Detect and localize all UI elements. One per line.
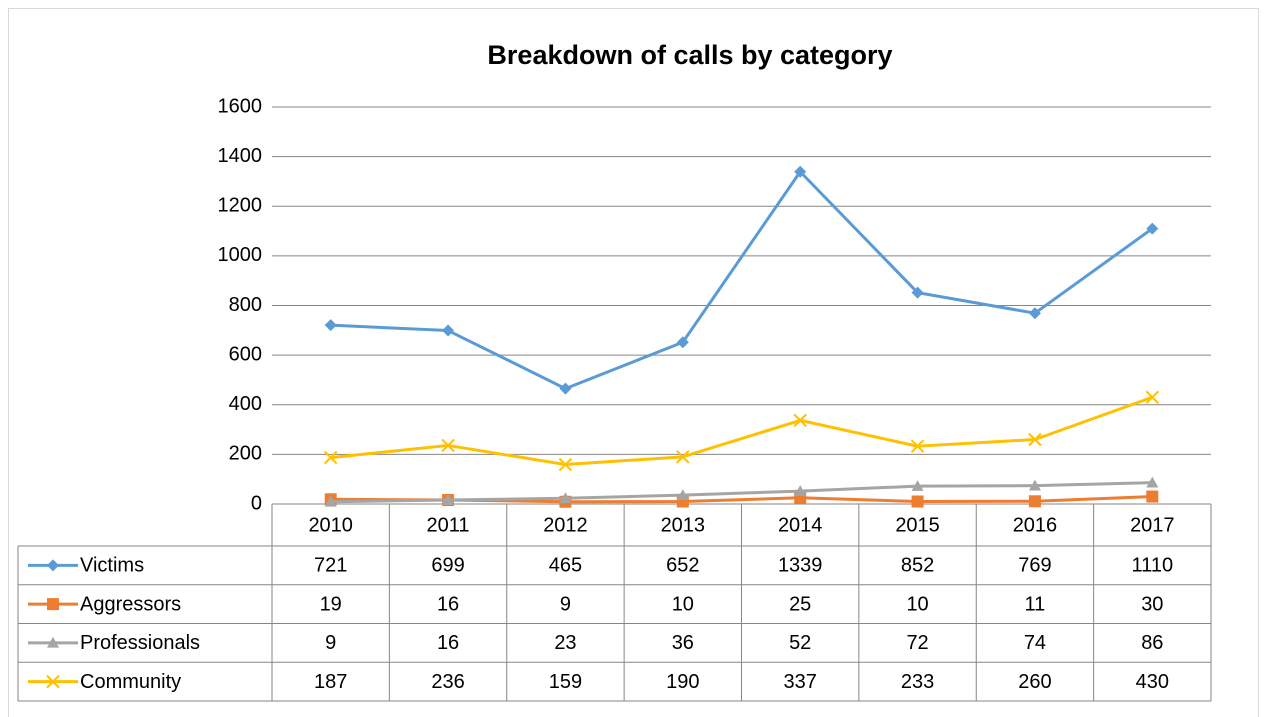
y-tick-label: 1600 — [218, 95, 263, 117]
table-value: 190 — [666, 671, 699, 693]
x-tick-label: 2014 — [778, 514, 823, 536]
x-tick-label: 2015 — [895, 514, 940, 536]
series-line — [330, 170, 1154, 391]
y-tick-label: 400 — [229, 393, 262, 415]
table-value: 86 — [1141, 632, 1163, 654]
y-tick-label: 1400 — [218, 145, 263, 167]
series-line — [330, 395, 1153, 467]
marker — [559, 382, 572, 395]
x-tick-label: 2010 — [308, 514, 353, 536]
table-value: 72 — [906, 632, 928, 654]
x-tick-label: 2017 — [1130, 514, 1175, 536]
series-line — [330, 481, 1153, 504]
legend-label: Professionals — [80, 632, 200, 654]
table-value: 260 — [1018, 671, 1051, 693]
marker — [1145, 390, 1160, 405]
table-value: 16 — [437, 593, 459, 615]
y-tick-label: 600 — [229, 343, 262, 365]
y-tick-label: 1200 — [218, 195, 263, 217]
y-tick-label: 800 — [229, 294, 262, 316]
marker — [324, 495, 337, 507]
table-value: 52 — [789, 632, 811, 654]
marker — [911, 480, 924, 491]
x-tick-label: 2011 — [427, 514, 470, 536]
marker — [1028, 495, 1041, 508]
marker — [1146, 490, 1159, 503]
y-tick-label: 0 — [251, 492, 262, 514]
table-value: 16 — [437, 632, 459, 654]
table-value: 1339 — [778, 555, 823, 577]
table-value: 74 — [1024, 632, 1046, 654]
marker — [911, 286, 924, 299]
marker — [46, 674, 60, 689]
table-value: 159 — [549, 671, 582, 693]
table-value: 10 — [906, 593, 928, 615]
table-value: 30 — [1141, 593, 1163, 615]
marker — [1028, 432, 1042, 447]
marker — [442, 324, 455, 337]
marker — [794, 485, 807, 496]
chart-border — [8, 8, 1259, 717]
marker — [1028, 307, 1041, 320]
marker — [910, 439, 925, 453]
table-value: 1110 — [1132, 555, 1174, 577]
table-value: 236 — [431, 671, 464, 693]
table-value: 769 — [1018, 555, 1051, 577]
marker — [911, 495, 924, 508]
x-tick-label: 2016 — [1013, 514, 1058, 536]
marker — [676, 336, 689, 349]
marker — [793, 413, 807, 428]
marker — [676, 450, 690, 464]
marker — [794, 165, 807, 178]
table-value: 11 — [1025, 593, 1046, 615]
marker — [442, 494, 455, 505]
marker — [1146, 476, 1159, 488]
table-value: 465 — [549, 555, 582, 577]
table-value: 699 — [431, 555, 464, 577]
marker — [324, 319, 337, 332]
table-value: 852 — [901, 555, 934, 577]
table-value: 652 — [666, 555, 699, 577]
table-value: 19 — [320, 593, 342, 615]
marker — [559, 492, 572, 504]
x-tick-label: 2013 — [661, 514, 706, 536]
table-value: 10 — [672, 593, 694, 615]
legend-label: Aggressors — [80, 593, 181, 615]
table-value: 337 — [784, 671, 817, 693]
marker — [676, 489, 689, 500]
x-tick-label: 2012 — [543, 514, 588, 536]
table-value: 430 — [1136, 671, 1169, 693]
marker — [1028, 479, 1041, 491]
marker — [47, 559, 59, 572]
marker — [441, 438, 455, 453]
table-value: 721 — [314, 555, 347, 577]
table-value: 9 — [560, 593, 571, 615]
marker — [47, 636, 59, 648]
marker — [558, 457, 573, 472]
chart-title: Breakdown of calls by category — [487, 40, 892, 70]
table-value: 25 — [789, 593, 811, 615]
y-tick-label: 1000 — [218, 244, 263, 266]
table-value: 187 — [314, 671, 347, 693]
table-value: 23 — [554, 632, 576, 654]
legend-label: Victims — [80, 555, 144, 577]
table-value: 36 — [672, 632, 694, 654]
marker — [1146, 222, 1159, 235]
marker — [323, 450, 338, 465]
y-tick-label: 200 — [229, 443, 262, 465]
legend-label: Community — [80, 671, 181, 693]
table-value: 9 — [325, 632, 336, 654]
marker — [47, 598, 59, 611]
table-value: 233 — [901, 671, 934, 693]
